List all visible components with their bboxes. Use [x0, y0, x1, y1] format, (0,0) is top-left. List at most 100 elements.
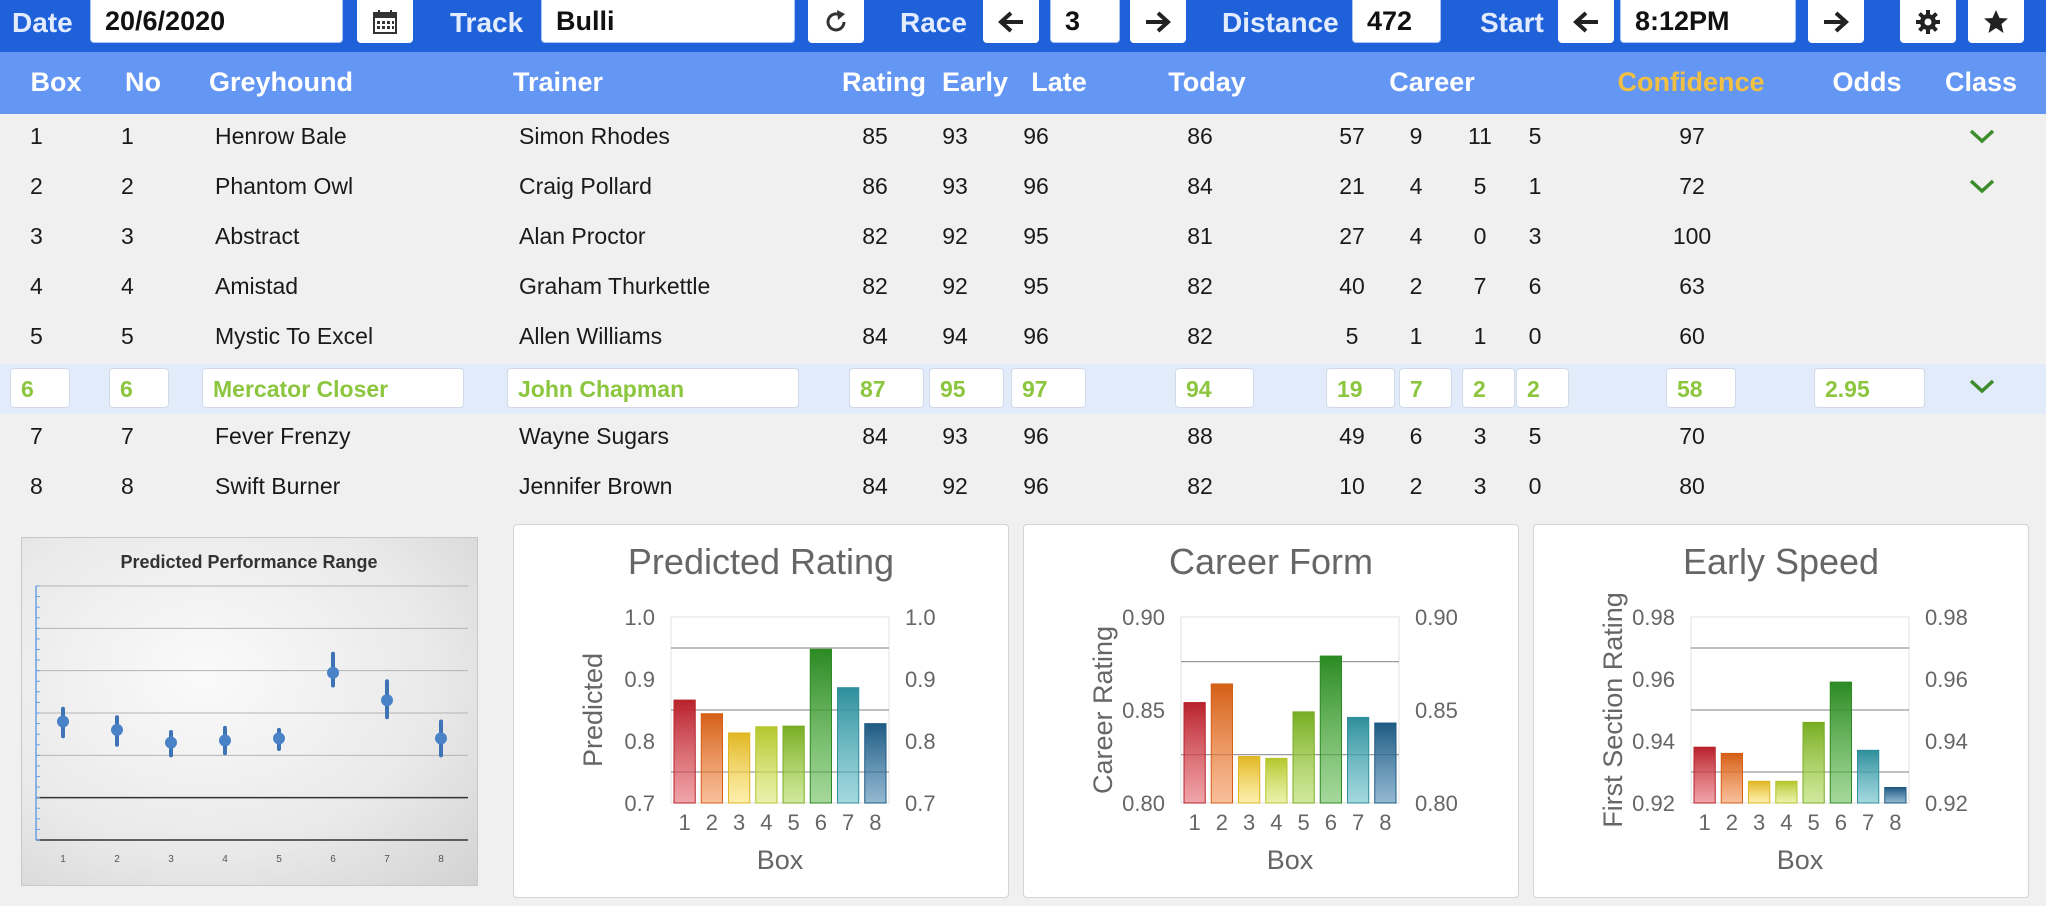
col-late[interactable]: Late — [1031, 67, 1087, 97]
cell-conf: 100 — [1672, 223, 1712, 249]
bar — [1292, 711, 1315, 804]
race-prev-button[interactable] — [983, 0, 1039, 43]
col-box[interactable]: Box — [30, 67, 82, 97]
bar — [755, 726, 778, 804]
col-rating[interactable]: Rating — [842, 67, 926, 97]
cell-no: 1 — [121, 123, 134, 149]
y-tick-label-left: 0.90 — [1122, 605, 1165, 630]
x-tick-label: 6 — [815, 810, 827, 835]
y-tick-label-left: 1.0 — [624, 605, 655, 630]
cell-conf[interactable]: 58 — [1666, 368, 1736, 408]
bar — [1347, 716, 1370, 804]
x-tick-label: 1 — [679, 810, 691, 835]
cell-c2[interactable]: 7 — [1399, 368, 1452, 408]
cell-conf: 80 — [1679, 473, 1705, 499]
x-tick-label: 8 — [1379, 810, 1391, 835]
runner-table: 1 1 Henrow Bale Simon Rhodes 85 93 96 86 57 9 11 5 9… — [0, 114, 2046, 512]
arrow-right-icon — [1146, 11, 1171, 32]
race-input[interactable]: 3 — [1050, 0, 1120, 43]
refresh-button[interactable] — [808, 0, 864, 43]
col-class[interactable]: Class — [1944, 67, 2018, 97]
cell-late: 96 — [1023, 323, 1049, 349]
x-axis-label: Box — [757, 845, 804, 875]
performance-range-chart: Predicted Performance Range 1 2 3 4 5 6 7 8 — [21, 537, 478, 886]
range-point — [111, 723, 123, 736]
col-today[interactable]: Today — [1168, 67, 1246, 97]
cell-today: 84 — [1187, 173, 1213, 199]
x-tick-label: 8 — [1889, 810, 1901, 835]
race-next-button[interactable] — [1130, 0, 1186, 43]
x-tick-label: 2 — [114, 854, 120, 865]
range-point — [165, 736, 177, 749]
cell-c1: 40 — [1339, 273, 1365, 299]
col-no[interactable]: No — [125, 67, 161, 97]
x-tick-label: 6 — [330, 854, 336, 865]
table-header: Box No Greyhound Trainer Rating Early La… — [0, 52, 2046, 114]
cell-early: 94 — [942, 323, 968, 349]
range-chart-title: Predicted Performance Range — [120, 552, 377, 572]
table-row[interactable]: 7 7 Fever Frenzy Wayne Sugars 84 93 96 88 49 6 3 5 7… — [0, 414, 2046, 464]
table-row[interactable]: 1 1 Henrow Bale Simon Rhodes 85 93 96 86 57 9 11 5 9… — [0, 114, 2046, 164]
chart-title: Career Form — [1169, 541, 1373, 582]
col-trainer[interactable]: Trainer — [513, 67, 604, 97]
table-row[interactable]: 8 8 Swift Burner Jennifer Brown 84 92 96 82 10 2 3… — [0, 464, 2046, 514]
check-icon[interactable] — [1968, 126, 1996, 146]
bar — [1210, 683, 1233, 804]
x-tick-label: 7 — [384, 854, 390, 865]
cell-trainer[interactable]: John Chapman — [507, 368, 799, 408]
settings-button[interactable] — [1900, 0, 1956, 43]
col-greyhound[interactable]: Greyhound — [209, 67, 354, 97]
cell-name: Phantom Owl — [215, 173, 354, 199]
cell-c3: 11 — [1468, 123, 1492, 149]
table-row[interactable]: 2 2 Phantom Owl Craig Pollard 86 93 96 84 21 4 5 1 7… — [0, 164, 2046, 214]
bar — [1775, 780, 1798, 804]
bar — [700, 713, 723, 804]
cell-rating: 84 — [862, 423, 888, 449]
performance-range-svg: Predicted Performance Range 1 2 3 4 5 6 7 8 — [35, 552, 468, 865]
cell-odds[interactable]: 2.95 — [1814, 368, 1925, 408]
cell-rating: 84 — [862, 473, 888, 499]
cell-c3[interactable]: 2 — [1462, 368, 1515, 408]
cell-c3: 0 — [1473, 223, 1487, 249]
cell-late[interactable]: 97 — [1011, 368, 1086, 408]
favorite-button[interactable] — [1968, 0, 2024, 43]
check-icon[interactable] — [1968, 376, 1996, 396]
x-tick-label: 3 — [168, 854, 174, 865]
col-confidence[interactable]: Confidence — [1617, 67, 1765, 97]
start-time-input[interactable]: 8:12PM — [1620, 0, 1796, 43]
check-icon[interactable] — [1968, 176, 1996, 196]
start-next-button[interactable] — [1808, 0, 1864, 43]
col-early[interactable]: Early — [941, 67, 1009, 97]
start-prev-button[interactable] — [1558, 0, 1614, 43]
cell-box: 2 — [30, 173, 43, 199]
table-row[interactable]: 3 3 Abstract Alan Proctor 82 92 95 81 27 4 0 3 100 — [0, 214, 2046, 264]
y-tick-label-right: 0.96 — [1925, 667, 1968, 692]
calendar-button[interactable] — [357, 0, 413, 43]
date-input[interactable]: 20/6/2020 — [90, 0, 343, 43]
cell-c3: 1 — [1473, 323, 1487, 349]
table-row[interactable]: 6 6 Mercator Closer John Chapman 87 95 97 94 19 7… — [0, 364, 2046, 414]
cell-no[interactable]: 6 — [109, 368, 169, 408]
cell-c4: 1 — [1528, 173, 1542, 199]
cell-trainer: Jennifer Brown — [519, 473, 673, 499]
cell-name[interactable]: Mercator Closer — [202, 368, 464, 408]
cell-today[interactable]: 94 — [1175, 368, 1254, 408]
cell-rating[interactable]: 87 — [849, 368, 924, 408]
track-input[interactable]: Bulli — [541, 0, 795, 43]
cell-conf: 70 — [1679, 423, 1705, 449]
cell-c4[interactable]: 2 — [1516, 368, 1569, 408]
table-row[interactable]: 4 4 Amistad Graham Thurkettle 82 92 95 82 40 2 7 6 6… — [0, 264, 2046, 314]
cell-trainer: Wayne Sugars — [519, 423, 669, 449]
col-odds[interactable]: Odds — [1832, 67, 1902, 97]
cell-box[interactable]: 6 — [10, 368, 70, 408]
x-tick-label: 2 — [706, 810, 718, 835]
y-tick-label-right: 0.80 — [1415, 791, 1458, 816]
distance-input[interactable]: 472 — [1352, 0, 1441, 43]
table-row[interactable]: 5 5 Mystic To Excel Allen Williams 84 94 96 82 5… — [0, 314, 2046, 364]
cell-c1[interactable]: 19 — [1326, 368, 1395, 408]
date-label: Date — [12, 7, 73, 38]
x-tick-label: 5 — [276, 854, 282, 865]
col-career[interactable]: Career — [1389, 67, 1475, 97]
bar — [1265, 757, 1288, 804]
cell-early[interactable]: 95 — [929, 368, 1004, 408]
